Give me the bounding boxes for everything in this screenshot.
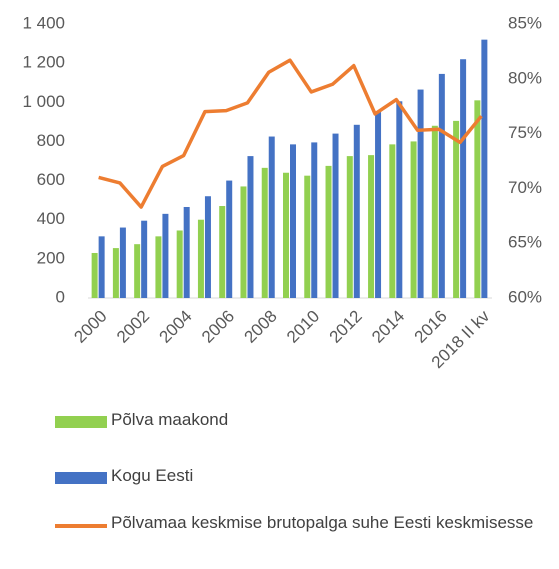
- bar: [453, 120, 460, 298]
- y2-tick-label: 80%: [508, 68, 542, 87]
- line: [98, 58, 483, 209]
- legend-label: Põlva maakond: [111, 410, 229, 429]
- legend-swatch: [55, 524, 107, 528]
- x-tick-label: 2010: [283, 307, 323, 347]
- y2-tick-label: 75%: [508, 123, 542, 142]
- bar: [197, 219, 204, 298]
- x-tick-label: 2012: [326, 307, 366, 347]
- legend-label: Põlvamaa keskmise brutopalga suhe Eesti …: [111, 513, 534, 532]
- y-tick-label: 1 400: [22, 13, 65, 32]
- bar: [134, 244, 141, 298]
- x-tick-label: 2000: [70, 307, 110, 347]
- y-tick-label: 600: [37, 170, 65, 189]
- y2-tick-label: 65%: [508, 233, 542, 252]
- bar: [119, 227, 126, 298]
- bar: [219, 206, 226, 298]
- bar: [474, 100, 481, 298]
- bar: [141, 220, 148, 298]
- y-tick-label: 1 000: [22, 92, 65, 111]
- bar: [431, 125, 438, 299]
- bar: [290, 144, 296, 298]
- bar: [460, 59, 467, 298]
- x-tick-label: 2006: [198, 307, 238, 347]
- y-tick-label: 200: [37, 248, 65, 267]
- legend-item: Põlva maakond: [55, 410, 535, 433]
- bar: [98, 236, 105, 298]
- bar: [91, 252, 98, 298]
- bar: [204, 196, 211, 298]
- y-tick-label: 800: [37, 131, 65, 150]
- bar: [304, 175, 311, 298]
- bar: [353, 124, 360, 299]
- bar: [332, 133, 339, 298]
- bar: [368, 155, 375, 298]
- y-tick-label: 400: [37, 209, 65, 228]
- bar: [268, 136, 275, 298]
- bar: [176, 230, 183, 298]
- y2-tick-label: 85%: [508, 13, 542, 32]
- bar: [240, 186, 247, 298]
- bar: [261, 167, 268, 298]
- y2-tick-label: 60%: [508, 287, 542, 306]
- bar: [438, 73, 445, 299]
- bar: [247, 156, 254, 298]
- legend-swatch: [55, 416, 107, 428]
- bar: [375, 112, 382, 298]
- bar: [410, 141, 417, 298]
- y2-tick-label: 70%: [508, 178, 542, 197]
- bar: [162, 213, 169, 298]
- legend-label: Kogu Eesti: [111, 466, 194, 485]
- legend-item: Põlvamaa keskmise brutopalga suhe Eesti …: [55, 513, 535, 536]
- bar: [346, 156, 353, 298]
- bar: [325, 165, 332, 298]
- bar: [226, 180, 233, 298]
- bar: [389, 144, 396, 298]
- y-tick-label: 1 200: [22, 53, 65, 72]
- bar: [311, 142, 318, 298]
- x-tick-label: 2008: [241, 307, 281, 347]
- bar: [183, 206, 190, 298]
- x-tick-label: 2002: [113, 307, 153, 347]
- legend-swatch: [55, 472, 107, 484]
- bar: [283, 172, 289, 298]
- x-tick-label: 2014: [368, 307, 408, 347]
- bar: [155, 236, 162, 298]
- legend-item: Kogu Eesti: [55, 466, 535, 489]
- bar: [417, 89, 424, 298]
- chart: 0 200 400 600 800 1 000 1 200 1 400 60% 65% 70% 75%…: [22, 13, 542, 372]
- bar: [481, 39, 488, 299]
- bar: [396, 101, 403, 298]
- x-tick-label: 2004: [156, 307, 196, 347]
- bar: [112, 248, 119, 298]
- y-tick-label: 0: [56, 287, 65, 306]
